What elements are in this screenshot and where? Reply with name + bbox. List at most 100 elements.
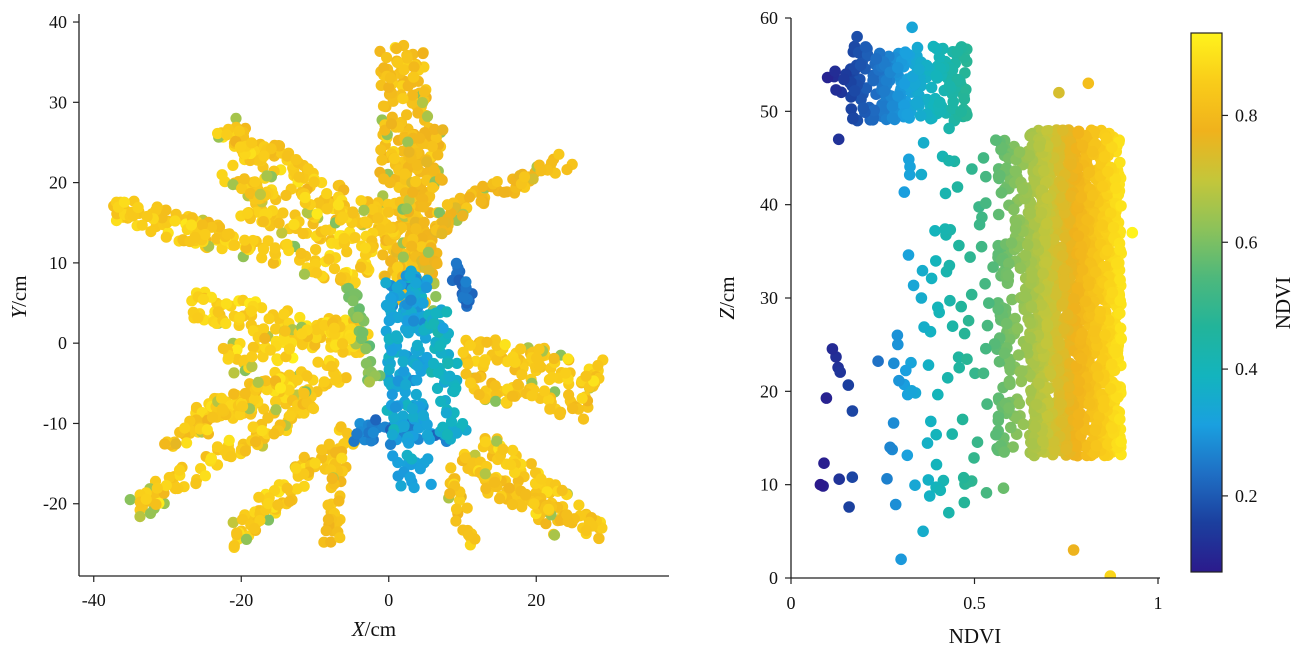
left-data-point [253, 491, 265, 503]
right-data-point [900, 48, 913, 60]
left-data-point [404, 270, 416, 282]
left-data-point [310, 244, 322, 256]
right-data-point [964, 251, 976, 263]
left-data-point [335, 272, 347, 284]
right-data-point [1015, 375, 1028, 388]
left-data-point [257, 351, 269, 363]
right-data-point [1109, 173, 1122, 185]
left-data-point [420, 281, 433, 294]
right-data-point [843, 501, 855, 513]
right-y-tick-label: 20 [760, 381, 778, 401]
right-data-point [981, 319, 994, 332]
left-data-point [173, 464, 186, 476]
left-data-point [402, 136, 414, 148]
left-data-point [546, 371, 558, 384]
left-data-point [334, 532, 346, 544]
left-data-point [526, 390, 538, 402]
right-data-point [1115, 435, 1127, 448]
right-data-point [915, 292, 928, 304]
left-data-point [377, 100, 390, 112]
right-data-point [1097, 353, 1109, 366]
left-data-point [199, 228, 211, 241]
left-data-point [400, 379, 412, 391]
left-data-point [426, 140, 438, 153]
left-data-point [535, 473, 547, 485]
right-data-point [1109, 347, 1122, 359]
left-data-point [341, 427, 353, 439]
right-data-point [830, 84, 842, 96]
left-data-point [357, 327, 369, 339]
right-data-point [990, 134, 1002, 146]
right-data-point [887, 417, 900, 429]
right-data-point [1020, 342, 1033, 354]
left-data-point [322, 499, 334, 511]
left-data-point [544, 403, 556, 415]
right-data-point [1035, 299, 1048, 311]
left-data-point [367, 427, 379, 439]
left-data-point [384, 222, 396, 234]
left-data-point [263, 313, 275, 325]
left-data-point [553, 148, 565, 160]
right-data-point [1072, 409, 1085, 421]
left-data-point [397, 251, 409, 263]
right-data-point [980, 487, 993, 499]
right-data-point [1073, 375, 1085, 388]
left-data-point [227, 159, 239, 171]
right-data-point [1076, 264, 1089, 276]
left-data-point [190, 478, 202, 490]
left-data-point [372, 212, 384, 224]
right-data-point [975, 240, 988, 253]
left-data-point [288, 218, 300, 231]
left-data-point [201, 424, 213, 436]
left-data-point [473, 389, 485, 401]
left-data-point [518, 171, 531, 183]
left-data-point [132, 201, 144, 214]
left-data-point [318, 376, 330, 388]
left-data-point [489, 380, 501, 392]
left-y-tick-label: 0 [58, 333, 67, 353]
right-data-point [930, 428, 942, 441]
right-data-point [1061, 309, 1074, 321]
left-data-point [258, 323, 270, 335]
right-data-point [1002, 269, 1015, 282]
left-data-point [160, 480, 172, 492]
left-data-point [248, 393, 260, 405]
left-data-point [333, 495, 345, 507]
right-data-point [1013, 146, 1026, 158]
right-data-point [958, 496, 971, 509]
right-data-point [930, 255, 942, 267]
right-data-point [886, 112, 899, 124]
right-data-point [834, 366, 846, 378]
left-data-point [548, 529, 561, 541]
right-data-point [922, 474, 935, 486]
left-data-point [246, 137, 258, 149]
right-data-point [1057, 180, 1069, 192]
right-data-point [1033, 378, 1045, 390]
left-data-point [543, 394, 555, 406]
left-data-point [556, 484, 568, 496]
left-data-point [428, 318, 440, 330]
left-data-point [380, 277, 392, 289]
left-data-point [301, 370, 313, 382]
left-data-point [252, 376, 264, 388]
left-y-tick-label: 10 [49, 253, 67, 273]
left-data-point [460, 276, 472, 288]
left-data-point [296, 339, 308, 351]
right-data-point [1056, 297, 1069, 310]
left-data-point [382, 206, 395, 218]
right-data-point [1047, 435, 1060, 448]
right-data-point [820, 392, 833, 404]
left-data-point [440, 407, 452, 419]
colorbar: 0.2 0.4 0.6 0.8 NDVI [1190, 32, 1295, 573]
left-data-point [247, 421, 259, 433]
left-data-point [217, 342, 229, 355]
right-data-point [979, 278, 991, 290]
left-data-point [205, 452, 217, 464]
left-data-point [280, 189, 292, 201]
right-data-point [1037, 267, 1049, 280]
right-data-point [1037, 435, 1049, 447]
left-data-point [475, 196, 487, 208]
right-data-point [916, 264, 929, 277]
left-data-point [506, 390, 518, 402]
left-data-point [387, 450, 399, 462]
